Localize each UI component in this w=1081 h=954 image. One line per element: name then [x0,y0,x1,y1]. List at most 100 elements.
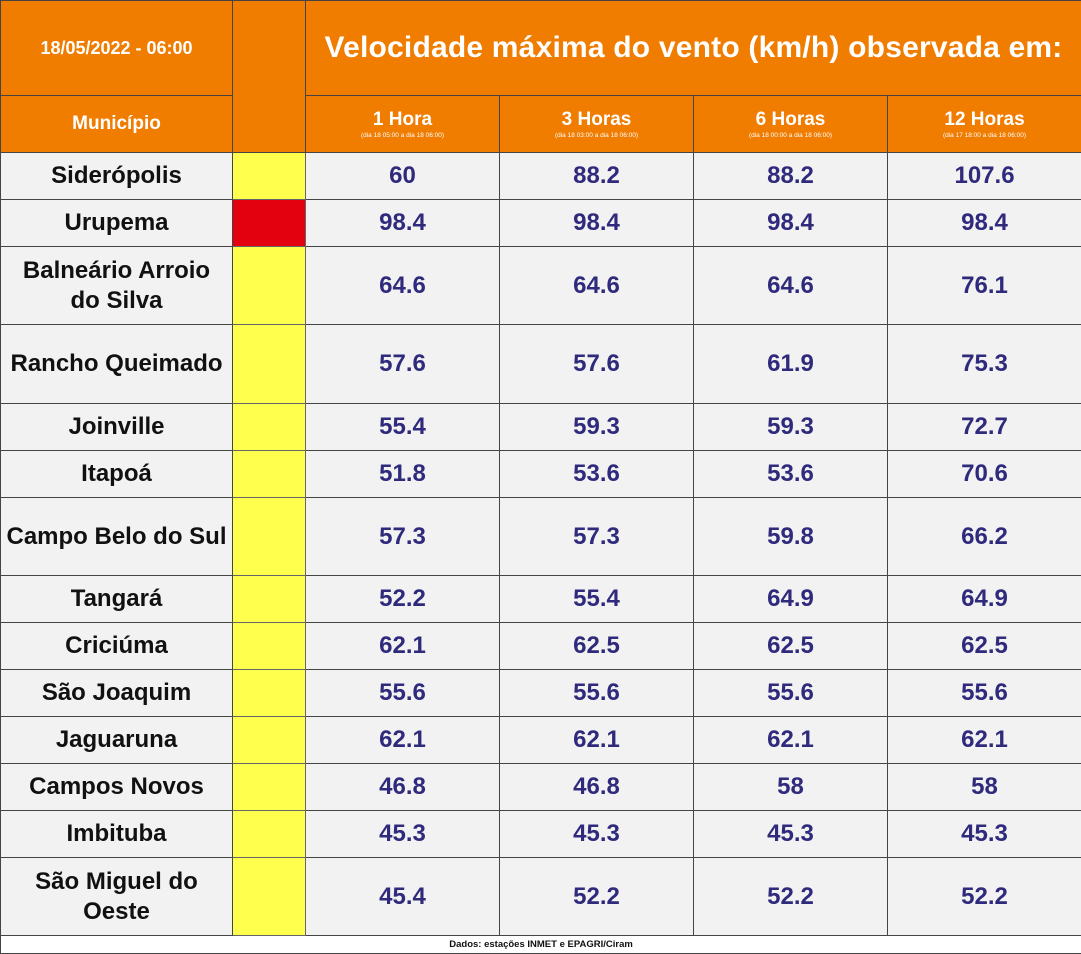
table-row: Itapoá 51.8 53.6 53.6 70.6 [0,450,1081,498]
wind-value: 62.5 [886,622,1081,670]
municipio-header: Município [0,95,233,153]
wind-value: 46.8 [499,763,694,811]
wind-value: 46.8 [305,763,500,811]
level-header [232,0,306,153]
alert-level-swatch [232,810,306,858]
wind-value: 45.3 [693,810,888,858]
table-row: Tangará 52.2 55.4 64.9 64.9 [0,575,1081,623]
wind-value: 72.7 [886,403,1081,451]
wind-value: 51.8 [305,450,500,498]
wind-value: 53.6 [499,450,694,498]
table-row: Joinville 55.4 59.3 59.3 72.7 [0,403,1081,451]
wind-value: 76.1 [886,246,1081,325]
wind-value: 55.4 [499,575,694,623]
municipio-name: Campos Novos [0,763,233,811]
wind-value: 57.6 [305,324,500,404]
period-header-12h: 12 Horas (dia 17 18:00 a dia 18 06:00) [886,95,1081,153]
period-label: 1 Hora [372,108,433,130]
wind-value: 62.1 [499,716,694,764]
wind-value: 64.6 [305,246,500,325]
wind-value: 52.2 [499,857,694,936]
alert-level-swatch [232,763,306,811]
municipio-name: Rancho Queimado [0,324,233,404]
wind-value: 98.4 [499,199,694,247]
municipio-name: Criciúma [0,622,233,670]
wind-value: 64.6 [499,246,694,325]
municipio-name: Jaguaruna [0,716,233,764]
municipio-name: Balneário Arroio do Silva [0,246,233,325]
municipio-name: Urupema [0,199,233,247]
wind-value: 53.6 [693,450,888,498]
wind-value: 45.4 [305,857,500,936]
municipio-name: São Miguel do Oeste [0,857,233,936]
wind-value: 75.3 [886,324,1081,404]
table-row: Rancho Queimado 57.6 57.6 61.9 75.3 [0,324,1081,404]
alert-level-swatch [232,403,306,451]
alert-level-swatch [232,152,306,200]
table-row: Campos Novos 46.8 46.8 58 58 [0,763,1081,811]
wind-value: 58 [693,763,888,811]
alert-level-swatch [232,497,306,576]
municipio-name: Tangará [0,575,233,623]
period-range: (dia 18 05:00 a dia 18 06:00) [360,131,445,139]
wind-value: 61.9 [693,324,888,404]
wind-value: 57.3 [499,497,694,576]
report-date: 18/05/2022 - 06:00 [0,0,233,96]
municipio-name: São Joaquim [0,669,233,717]
wind-value: 45.3 [499,810,694,858]
wind-value: 64.6 [693,246,888,325]
wind-value: 45.3 [305,810,500,858]
period-label: 12 Horas [944,108,1025,130]
table-row: Criciúma 62.1 62.5 62.5 62.5 [0,622,1081,670]
period-header-6h: 6 Horas (dia 18 00:00 a dia 18 06:00) [693,95,888,153]
wind-value: 98.4 [693,199,888,247]
alert-level-swatch [232,622,306,670]
municipio-name: Itapoá [0,450,233,498]
data-source-note: Dados: estações INMET e EPAGRI/Ciram [0,935,1081,954]
wind-value: 62.1 [305,622,500,670]
wind-value: 57.3 [305,497,500,576]
period-header-1h: 1 Hora (dia 18 05:00 a dia 18 06:00) [305,95,500,153]
table-row: São Joaquim 55.6 55.6 55.6 55.6 [0,669,1081,717]
table-row: Urupema 98.4 98.4 98.4 98.4 [0,199,1081,247]
wind-value: 55.6 [499,669,694,717]
municipio-name: Joinville [0,403,233,451]
municipio-name: Siderópolis [0,152,233,200]
period-label: 3 Horas [561,108,632,130]
table-body: Siderópolis 60 88.2 88.2 107.6 Urupema 98.4 98.… [0,152,1081,936]
table-title: Velocidade máxima do vento (km/h) observ… [304,0,1081,96]
wind-value: 98.4 [886,199,1081,247]
wind-value: 62.5 [693,622,888,670]
wind-value: 62.5 [499,622,694,670]
wind-value: 52.2 [886,857,1081,936]
period-header-3h: 3 Horas (dia 18 03:00 a dia 18 06:00) [499,95,694,153]
wind-value: 60 [305,152,500,200]
table-row: Balneário Arroio do Silva 64.6 64.6 64.6 76.… [0,246,1081,325]
wind-value: 55.6 [886,669,1081,717]
wind-value: 59.3 [499,403,694,451]
wind-value: 62.1 [305,716,500,764]
wind-value: 88.2 [693,152,888,200]
wind-value: 66.2 [886,497,1081,576]
period-range: (dia 18 03:00 a dia 18 06:00) [554,131,639,139]
wind-value: 52.2 [305,575,500,623]
period-range: (dia 17 18:00 a dia 18 06:00) [942,131,1027,139]
wind-value: 107.6 [886,152,1081,200]
wind-value: 98.4 [305,199,500,247]
alert-level-swatch [232,199,306,247]
wind-value: 88.2 [499,152,694,200]
alert-level-swatch [232,716,306,764]
period-label: 6 Horas [755,108,826,130]
municipio-name: Campo Belo do Sul [0,497,233,576]
alert-level-swatch [232,324,306,404]
table-row: Campo Belo do Sul 57.3 57.3 59.8 66.2 [0,497,1081,576]
alert-level-swatch [232,575,306,623]
wind-value: 58 [886,763,1081,811]
alert-level-swatch [232,246,306,325]
wind-value: 64.9 [886,575,1081,623]
wind-value: 45.3 [886,810,1081,858]
wind-value: 70.6 [886,450,1081,498]
alert-level-swatch [232,857,306,936]
wind-value: 57.6 [499,324,694,404]
